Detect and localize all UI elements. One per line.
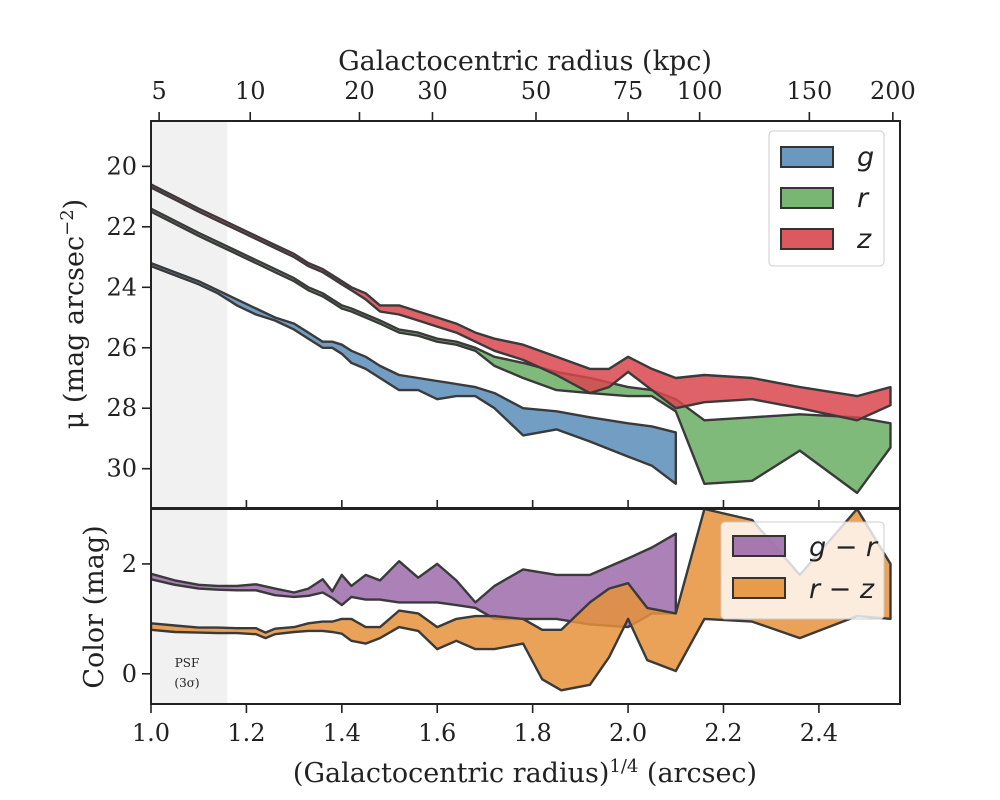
bottom-xtick-label: 2.4 <box>800 719 838 747</box>
bottom-xtick-label: 1.0 <box>132 719 170 747</box>
legend-swatch-g-r <box>732 535 786 557</box>
bottom-legend: g − r r − z <box>720 521 885 620</box>
top-ytick-label: 26 <box>106 334 137 362</box>
kpc-tick-label: 150 <box>786 77 832 105</box>
top-ytick-label: 22 <box>106 213 137 241</box>
bottom-xtick-label: 1.8 <box>514 719 552 747</box>
kpc-tick-label: 10 <box>235 77 266 105</box>
kpc-tick-label: 100 <box>677 77 723 105</box>
kpc-tick-label: 75 <box>613 77 644 105</box>
bottom-xtick-label: 1.6 <box>418 719 456 747</box>
color-panel: 0 2 1.0 1.2 1.4 1.6 1.8 2.0 2.2 2.4 PSF (3σ) Col… <box>79 508 901 790</box>
kpc-tick-label: 20 <box>344 77 375 105</box>
legend-label-r-z: r − z <box>809 574 875 605</box>
legend-swatch-r <box>780 187 834 209</box>
legend-label-r: r <box>857 183 870 214</box>
legend-label-g-r: g − r <box>809 532 879 563</box>
bottom-xtick-label: 1.4 <box>323 719 361 747</box>
top-ytick-label: 24 <box>106 273 137 301</box>
legend-swatch-z <box>780 228 834 250</box>
kpc-tick-label: 30 <box>417 77 448 105</box>
top-legend: g r z <box>768 130 885 267</box>
kpc-tick-label: 200 <box>870 77 916 105</box>
psf-sigma-label: (3σ) <box>174 676 199 690</box>
surface-brightness-panel: 20 22 24 26 28 30 5 10 20 30 50 75 100 150 200 Galact… <box>57 46 916 509</box>
top-ytick-label: 28 <box>106 394 137 422</box>
bottom-plot-frame <box>150 508 901 705</box>
band-g <box>151 261 677 485</box>
bottom-ytick-label: 2 <box>122 550 137 578</box>
psf-label: PSF <box>175 656 200 670</box>
band-z <box>151 183 892 422</box>
bottom-xtick-label: 2.2 <box>704 719 742 747</box>
top-ytick-label: 30 <box>106 455 137 483</box>
top-ytick-label: 20 <box>106 152 137 180</box>
bottom-xtick-label: 1.2 <box>227 719 265 747</box>
legend-label-z: z <box>856 224 872 255</box>
psf-shaded-region-top <box>151 121 228 508</box>
legend-swatch-g <box>780 146 834 168</box>
bottom-ytick-label: 0 <box>122 660 137 688</box>
top-y-axis-title: μ (mag arcsec−2) <box>57 199 91 429</box>
bottom-x-axis-title: (Galactocentric radius)1/4 (arcsec) <box>293 756 757 790</box>
band-r-z <box>151 509 892 692</box>
kpc-tick-label: 5 <box>151 77 166 105</box>
legend-swatch-r-z <box>732 577 786 599</box>
bottom-xtick-label: 2.0 <box>609 719 647 747</box>
legend-label-g: g <box>857 142 874 173</box>
band-r <box>151 207 892 495</box>
bottom-y-axis-title: Color (mag) <box>79 525 110 688</box>
top-axis-title: Galactocentric radius (kpc) <box>338 46 712 77</box>
kpc-tick-label: 50 <box>521 77 552 105</box>
psf-shaded-region-bottom <box>151 509 228 704</box>
